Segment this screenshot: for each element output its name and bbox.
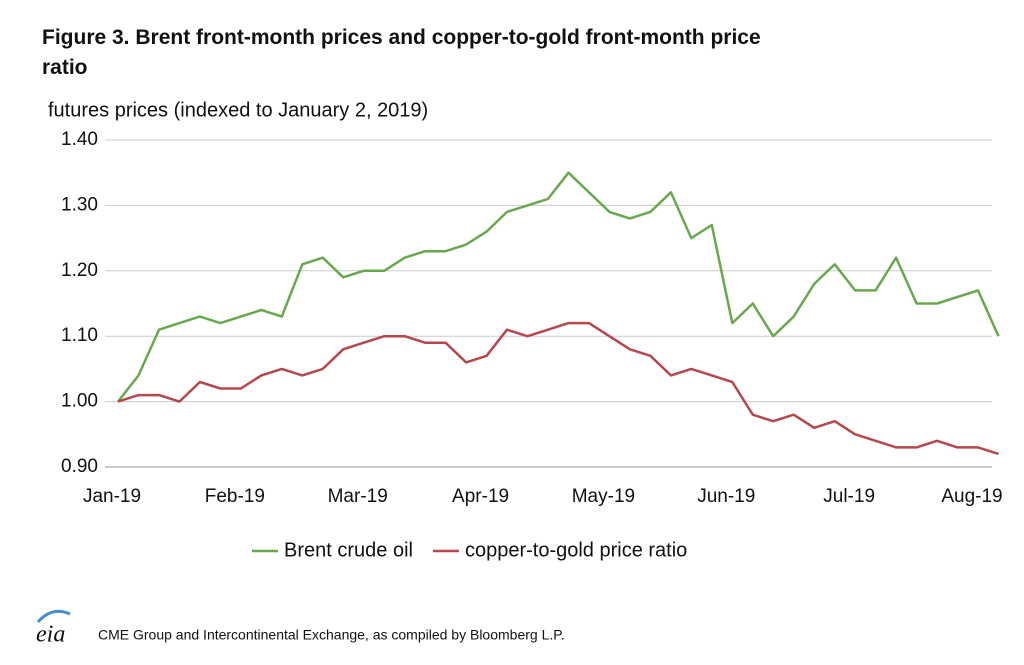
x-tick-label: Feb-19	[205, 486, 265, 507]
legend-label: Brent crude oil	[284, 539, 413, 561]
axis-subtitle: futures prices (indexed to January 2, 20…	[48, 99, 428, 121]
legend-label: copper-to-gold price ratio	[465, 539, 687, 561]
x-tick-label: Jan-19	[83, 486, 141, 507]
y-tick-label: 1.00	[61, 391, 98, 412]
x-tick-label: May-19	[572, 486, 635, 507]
y-tick-label: 1.40	[61, 129, 98, 150]
y-tick-label: 1.20	[61, 260, 98, 281]
x-tick-label: Aug-19	[941, 486, 1002, 507]
x-tick-label: Apr-19	[452, 486, 509, 507]
x-tick-label: Mar-19	[328, 486, 388, 507]
y-tick-label: 0.90	[61, 456, 98, 477]
logo-swoosh	[36, 609, 71, 624]
source: CME Group and Intercontinental Exchange,…	[98, 627, 565, 643]
y-tick-label: 1.30	[61, 194, 98, 215]
logo: eia	[36, 622, 65, 648]
chart-title: Figure 3. Brent front-month prices and c…	[42, 26, 761, 79]
series-line	[117, 321, 999, 456]
x-tick-label: Jun-19	[697, 486, 755, 507]
x-tick-label: Jul-19	[823, 486, 875, 507]
series-line	[117, 171, 1000, 403]
y-tick-label: 1.10	[61, 325, 98, 346]
